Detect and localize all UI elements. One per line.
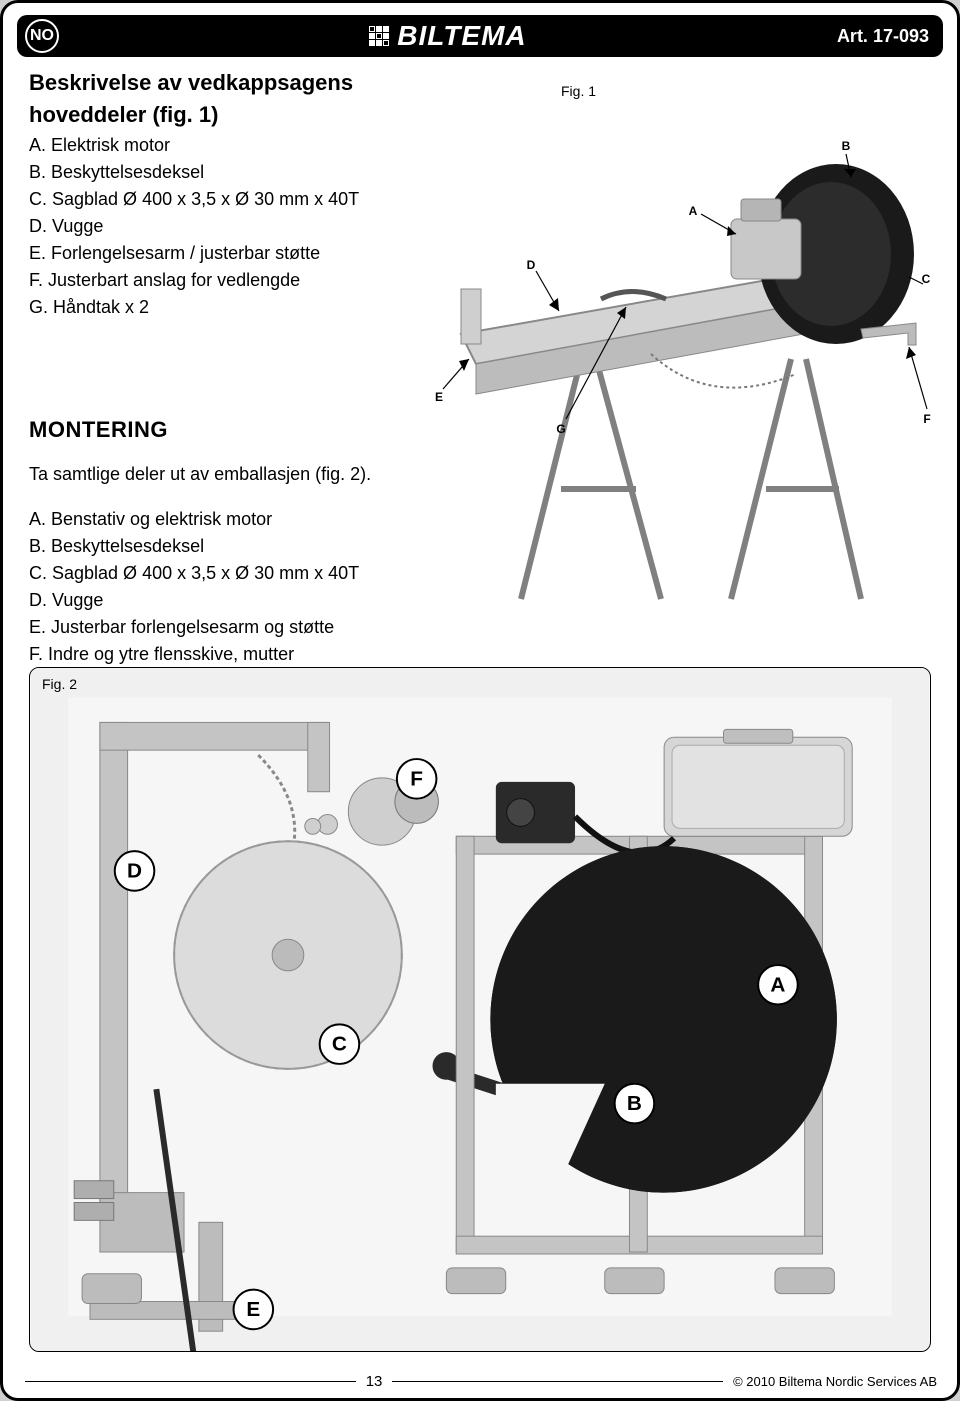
montering-title: MONTERING [29,417,449,443]
fig1-label-e: E [435,390,443,404]
part-c [174,841,402,1069]
fig1-label-g: G [556,422,565,436]
fig2-label-a: A [770,973,785,996]
header-bar: NO BILTEMA Art. 17-093 [17,15,943,57]
page-footer: 13 © 2010 Biltema Nordic Services AB [3,1373,957,1390]
section1-list: A. Elektrisk motor B. Beskyttelsesdeksel… [29,132,449,321]
section1-title-l1: Beskrivelse av vedkappsagens [29,69,449,97]
fig1-label-a: A [689,204,698,218]
item-c: C. Sagblad Ø 400 x 3,5 x Ø 30 mm x 40T [29,186,449,213]
montering-list: A. Benstativ og elektrisk motor B. Besky… [29,506,449,668]
m-item-c: C. Sagblad Ø 400 x 3,5 x Ø 30 mm x 40T [29,560,449,587]
fig2-label-d: D [127,859,142,882]
article-number: Art. 17-093 [837,26,929,47]
item-g: G. Håndtak x 2 [29,294,449,321]
fig1-caption: Fig. 1 [561,83,596,99]
figure-2: Fig. 2 [29,667,931,1352]
m-item-f: F. Indre og ytre flensskive, mutter [29,641,449,668]
item-b: B. Beskyttelsesdeksel [29,159,449,186]
m-item-d: D. Vugge [29,587,449,614]
fig2-label-b: B [627,1092,642,1115]
item-e: E. Forlengelsesarm / justerbar støtte [29,240,449,267]
brand-text: BILTEMA [397,20,526,52]
brand-flag-icon [369,26,389,46]
section1-title-l2: hoveddeler (fig. 1) [29,101,449,129]
fig1-label-b: B [842,139,851,153]
fig2-label-f: F [410,767,423,790]
fig1-label-c: C [922,272,931,286]
item-d: D. Vugge [29,213,449,240]
montering-intro: Ta samtlige deler ut av emballasjen (fig… [29,461,449,488]
manual-page: NO BILTEMA Art. 17-093 Beskrivelse av ve… [0,0,960,1401]
fig2-illustration: F D C B A E [30,668,930,1351]
copyright: © 2010 Biltema Nordic Services AB [733,1374,937,1389]
page-number: 13 [366,1373,383,1390]
figure-1: Fig. 1 [431,69,931,609]
content-area: Beskrivelse av vedkappsagens hoveddeler … [29,69,931,1352]
item-f: F. Justerbart anslag for vedlengde [29,267,449,294]
item-a: A. Elektrisk motor [29,132,449,159]
part-b [490,846,836,1192]
language-badge: NO [25,19,59,53]
fig1-label-d: D [527,258,536,272]
m-item-e: E. Justerbar forlengelsesarm og støtte [29,614,449,641]
text-column: Beskrivelse av vedkappsagens hoveddeler … [29,69,449,668]
fig2-label-e: E [246,1298,260,1321]
brand-logo: BILTEMA [59,20,837,52]
m-item-a: A. Benstativ og elektrisk motor [29,506,449,533]
fig1-label-f: F [923,412,930,426]
m-item-b: B. Beskyttelsesdeksel [29,533,449,560]
fig2-label-c: C [332,1033,347,1056]
fig1-illustration: A B C D E [431,99,931,609]
fig2-caption: Fig. 2 [42,676,77,692]
